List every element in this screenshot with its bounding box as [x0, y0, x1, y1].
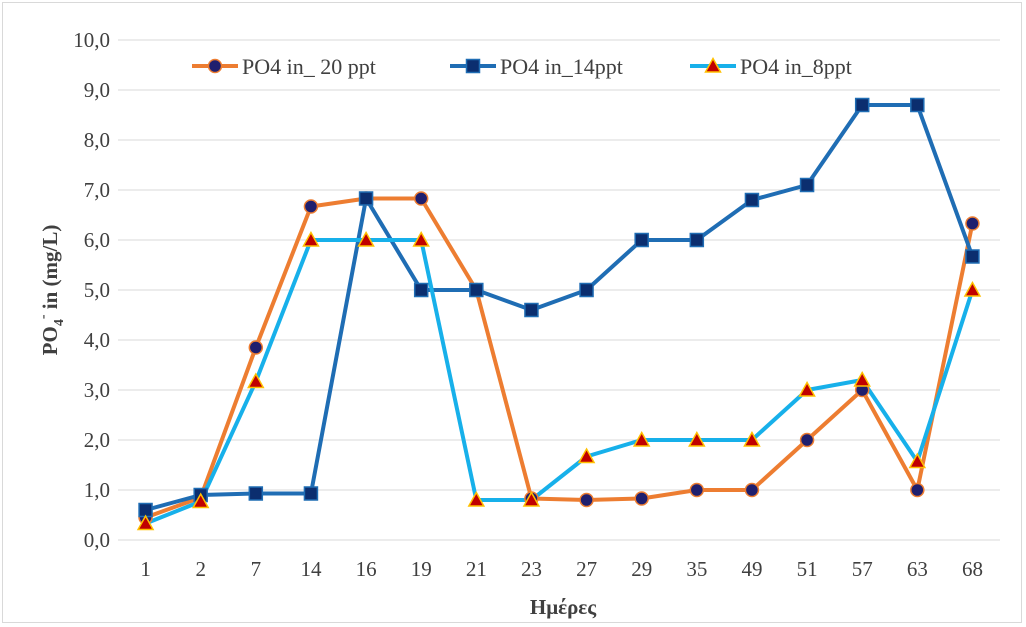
y-tick-label: 10,0 [73, 28, 110, 52]
y-tick-label: 9,0 [84, 78, 110, 102]
data-point [910, 97, 925, 113]
series-line [144, 196, 975, 520]
x-tick-label: 49 [741, 557, 762, 581]
data-point [799, 177, 815, 193]
data-point [136, 514, 155, 531]
data-point [207, 58, 223, 74]
data-point [247, 372, 265, 389]
data-point [357, 230, 375, 247]
x-tick-label: 35 [686, 557, 707, 581]
x-tick-label: 27 [576, 557, 597, 581]
data-point [577, 447, 596, 464]
data-point [191, 492, 210, 509]
x-tick-label: 21 [466, 557, 487, 581]
y-tick-label: 2,0 [84, 428, 110, 452]
x-tick-label: 19 [411, 557, 432, 581]
data-point [744, 192, 760, 208]
data-point [413, 282, 429, 298]
gridlines [118, 39, 1000, 541]
data-point [744, 482, 760, 498]
data-point [965, 216, 980, 231]
series-line [145, 103, 975, 512]
data-point [963, 280, 982, 297]
data-point [634, 491, 649, 506]
data-point [358, 191, 374, 206]
legend-label: PO4 in_8ppt [740, 54, 852, 79]
data-point [303, 486, 319, 501]
data-point [413, 191, 429, 206]
data-point [522, 490, 541, 507]
data-point [910, 482, 925, 498]
data-point [688, 430, 706, 447]
series-markers [136, 97, 982, 531]
y-tick-label: 0,0 [84, 528, 110, 552]
legend: PO4 in_ 20 ppt PO4 in_14ppt PO4 in_8ppt [192, 54, 852, 79]
data-point [465, 58, 481, 74]
data-point [743, 430, 761, 447]
legend-label: PO4 in_14ppt [500, 54, 623, 79]
x-tick-label: 23 [521, 557, 542, 581]
x-tick-label: 14 [300, 557, 322, 581]
data-point [248, 340, 264, 355]
x-tick-label: 16 [356, 557, 377, 581]
data-point [579, 492, 594, 508]
x-tick-label: 1 [140, 557, 151, 581]
x-axis-ticks: 1 2 7 14 16 19 21 23 27 29 35 49 51 57 63 68 [140, 557, 983, 581]
data-point [579, 282, 594, 298]
y-tick-label: 7,0 [84, 178, 110, 202]
data-point [467, 490, 486, 507]
y-tick-label: 5,0 [84, 278, 110, 302]
data-point [303, 199, 319, 214]
data-point [704, 56, 722, 73]
x-tick-label: 29 [631, 557, 652, 581]
x-axis-title: Ημέρες [530, 595, 597, 619]
data-point [908, 452, 927, 469]
y-tick-label: 4,0 [84, 328, 110, 352]
y-tick-label: 1,0 [84, 478, 110, 502]
y-tick-label: 6,0 [84, 228, 110, 252]
data-point [469, 282, 484, 298]
x-tick-label: 51 [797, 557, 818, 581]
series-lines [144, 103, 975, 526]
data-point [853, 370, 871, 387]
x-tick-label: 2 [195, 557, 206, 581]
x-tick-label: 57 [852, 557, 873, 581]
data-point [689, 482, 705, 498]
series-line [144, 238, 975, 526]
data-point [798, 380, 816, 397]
data-point [412, 230, 430, 247]
data-point [689, 232, 705, 248]
x-tick-label: 7 [251, 557, 262, 581]
x-tick-label: 68 [962, 557, 983, 581]
y-axis-ticks: 0,0 1,0 2,0 3,0 4,0 5,0 6,0 7,0 8,0 9,0 10,0 [73, 28, 110, 552]
legend-label: PO4 in_ 20 ppt [242, 54, 376, 79]
data-point [965, 249, 980, 264]
data-point [854, 97, 870, 113]
data-point [632, 430, 651, 447]
y-tick-label: 8,0 [84, 128, 110, 152]
data-point [524, 302, 539, 318]
x-tick-label: 63 [907, 557, 928, 581]
data-point [799, 432, 815, 448]
data-point [634, 232, 649, 248]
y-axis-title: PO4- in (mg/L) [36, 225, 67, 356]
y-tick-label: 3,0 [84, 378, 110, 402]
data-point [302, 230, 320, 247]
data-point [248, 486, 264, 501]
